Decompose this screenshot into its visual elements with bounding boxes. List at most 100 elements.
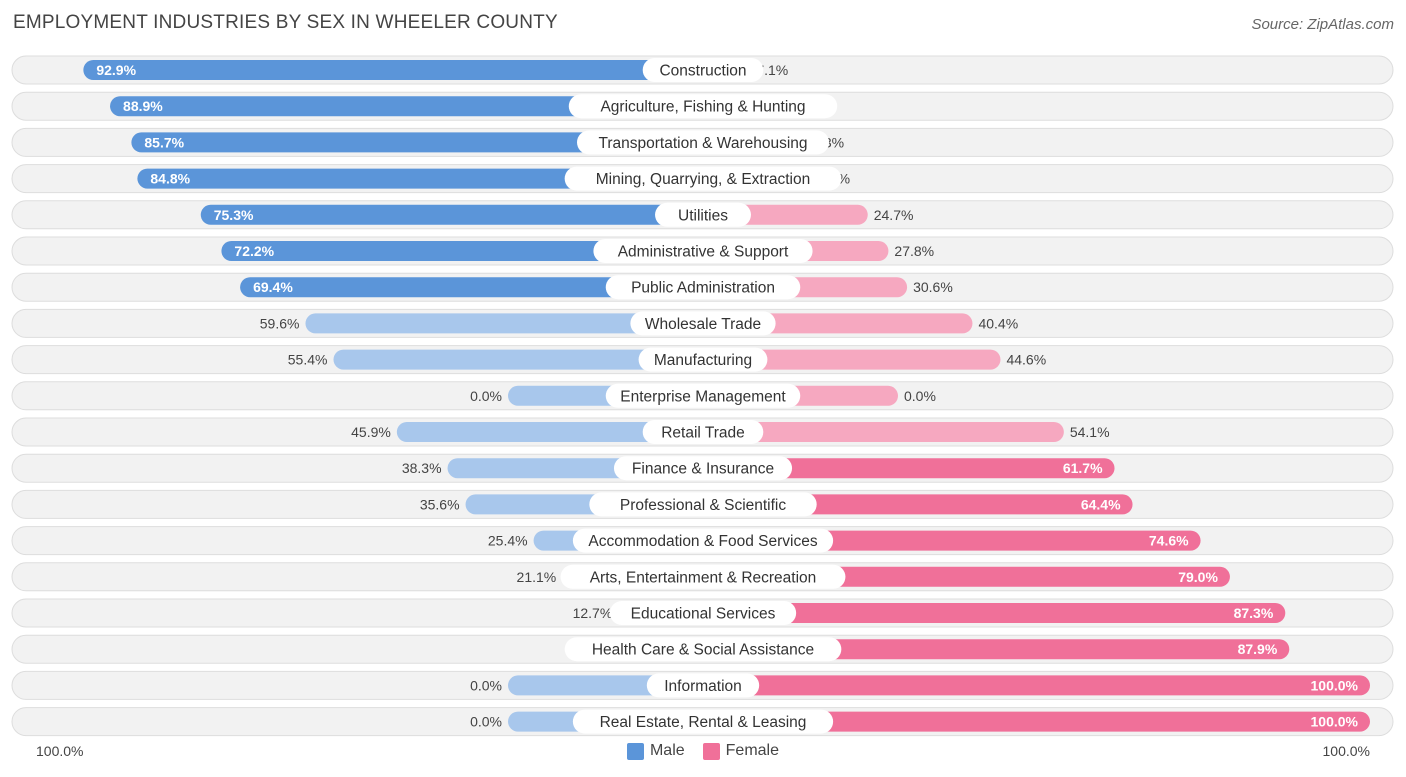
legend-label-female: Female [725, 742, 780, 759]
category-label: Information [664, 678, 742, 695]
legend: Male Female [0, 742, 1406, 760]
male-value-label: 69.4% [253, 279, 293, 295]
female-bar [703, 639, 1290, 660]
female-value-label: 100.0% [1311, 677, 1359, 693]
male-value-label: 0.0% [470, 714, 502, 730]
male-bar [83, 60, 704, 80]
female-value-label: 0.0% [904, 388, 936, 404]
category-label: Wholesale Trade [645, 316, 761, 333]
male-bar [221, 241, 703, 261]
category-label-background [655, 202, 751, 227]
male-bar [333, 349, 703, 370]
category-label-background [613, 456, 793, 481]
female-bar [703, 422, 1064, 442]
axis-left-label: 100.0% [36, 743, 84, 759]
female-value-label: 7.1% [756, 62, 788, 78]
male-value-label: 72.2% [234, 243, 274, 259]
category-label: Real Estate, Rental & Leasing [600, 714, 807, 731]
male-value-label: 0.0% [470, 388, 502, 404]
category-label-background [593, 239, 813, 263]
category-label-background [572, 709, 834, 734]
category-label-background [576, 130, 830, 155]
female-bar [703, 458, 1115, 479]
category-label: Retail Trade [661, 425, 745, 442]
category-label: Agriculture, Fishing & Hunting [600, 99, 805, 116]
category-label-background [589, 492, 817, 517]
male-value-label: 55.4% [288, 352, 328, 368]
category-label-background [568, 94, 838, 119]
category-label-background [642, 58, 764, 82]
female-value-label: 30.6% [913, 279, 953, 295]
female-value-label: 87.9% [1238, 641, 1278, 657]
male-value-label: 12.7% [573, 605, 613, 621]
category-label: Transportation & Warehousing [598, 135, 807, 152]
female-value-label: 100.0% [1311, 714, 1359, 730]
female-value-label: 40.4% [978, 315, 1018, 331]
male-value-label: 92.9% [96, 62, 136, 78]
male-bar [396, 422, 703, 442]
male-value-label: 21.1% [517, 569, 557, 585]
category-label-background [605, 275, 801, 300]
category-label: Manufacturing [654, 352, 752, 369]
category-label: Arts, Entertainment & Recreation [590, 569, 817, 586]
legend-swatch-male [626, 742, 644, 760]
category-label: Accommodation & Food Services [588, 533, 817, 550]
category-label-background [605, 383, 801, 408]
female-value-label: 27.8% [894, 243, 934, 259]
legend-swatch-female [702, 742, 720, 760]
female-bar [703, 349, 1001, 370]
legend-label-male: Male [649, 742, 685, 759]
category-label-background [638, 347, 768, 372]
male-bar [137, 168, 703, 189]
male-value-label: 88.9% [123, 98, 163, 114]
category-label-background [564, 166, 842, 191]
category-label: Professional & Scientific [620, 497, 787, 514]
category-label-background [646, 673, 760, 698]
female-value-label: 44.6% [1006, 352, 1046, 368]
female-value-label: 87.3% [1234, 605, 1274, 621]
category-label: Public Administration [631, 280, 775, 297]
category-label: Health Care & Social Assistance [592, 642, 814, 659]
category-label: Utilities [678, 207, 728, 224]
category-label-background [572, 528, 834, 553]
female-value-label: 54.1% [1070, 424, 1110, 440]
male-value-label: 35.6% [420, 496, 460, 512]
male-value-label: 75.3% [214, 207, 254, 223]
legend-item-male: Male [626, 742, 685, 760]
female-value-label: 24.7% [874, 207, 914, 223]
female-value-label: 61.7% [1063, 460, 1103, 476]
category-label: Educational Services [631, 606, 776, 623]
male-bar [131, 132, 704, 153]
chart-canvas: 92.9%7.1%Construction88.9%11.1%Agricultu… [11, 55, 1394, 737]
male-bar [305, 313, 703, 334]
category-label: Mining, Quarrying, & Extraction [596, 171, 811, 188]
category-label: Construction [659, 63, 746, 80]
male-value-label: 45.9% [351, 424, 391, 440]
category-label-background [609, 601, 797, 625]
chart-title: EMPLOYMENT INDUSTRIES BY SEX IN WHEELER … [13, 12, 558, 33]
female-value-label: 74.6% [1149, 533, 1189, 549]
category-label: Enterprise Management [620, 388, 786, 405]
male-value-label: 85.7% [144, 134, 184, 150]
male-value-label: 84.8% [150, 171, 190, 187]
legend-item-female: Female [702, 742, 780, 760]
female-bar [703, 675, 1370, 696]
source-note: Source: ZipAtlas.com [1251, 16, 1394, 33]
male-bar [240, 277, 704, 298]
category-label: Finance & Insurance [632, 461, 774, 478]
male-value-label: 0.0% [470, 677, 502, 693]
female-bar [703, 603, 1286, 623]
male-bar [110, 96, 704, 117]
category-label-background [630, 311, 776, 336]
axis-right-label: 100.0% [1322, 743, 1370, 759]
male-value-label: 38.3% [402, 460, 442, 476]
female-bar [703, 711, 1370, 732]
category-label-background [560, 564, 846, 589]
female-value-label: 64.4% [1081, 496, 1121, 512]
male-value-label: 25.4% [488, 533, 528, 549]
male-bar [200, 204, 703, 225]
category-label: Administrative & Support [618, 244, 789, 261]
category-label-background [642, 420, 764, 444]
male-value-label: 59.6% [260, 315, 300, 331]
category-label-background [564, 637, 842, 662]
